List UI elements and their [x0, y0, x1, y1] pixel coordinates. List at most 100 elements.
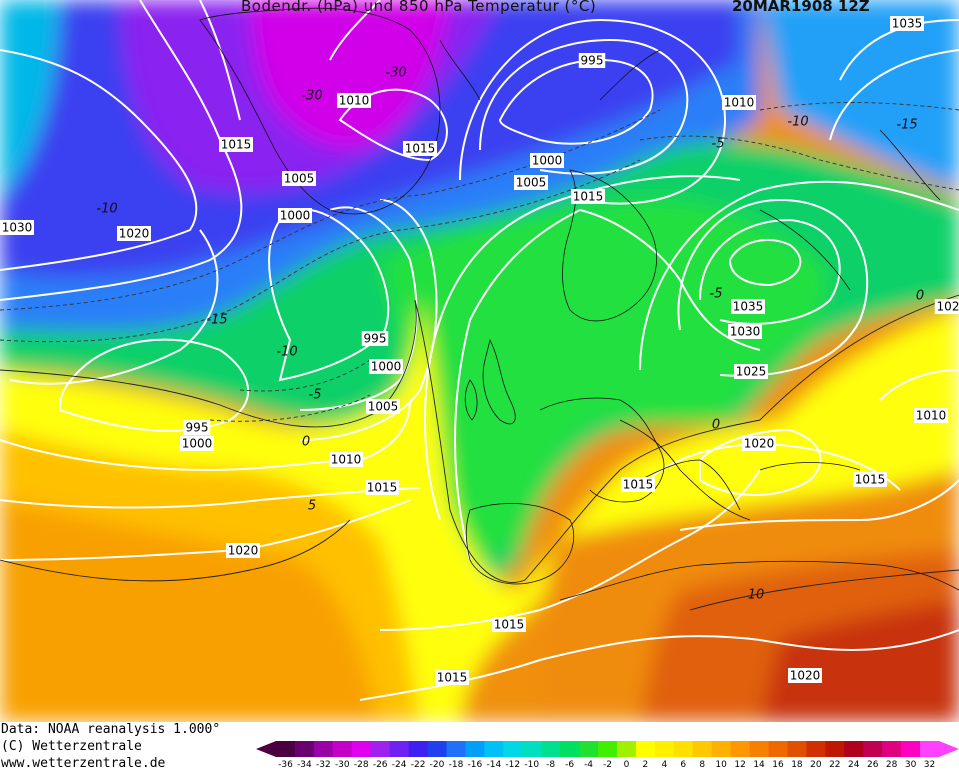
temperature-labels: -30 -30 -10 -15 -5 -10 -15 -10 -5 0 5 0 10 -5 0 — [96, 66, 924, 603]
isobar-label: 1000 — [180, 436, 214, 451]
colorbar-tick-label: -24 — [392, 760, 407, 770]
colorbar-tick-label: 10 — [715, 760, 727, 770]
colorbar-tick-label: 2 — [643, 760, 649, 770]
colorbar-tick-label: 16 — [772, 760, 784, 770]
svg-text:1020: 1020 — [119, 227, 150, 241]
svg-text:0: 0 — [916, 289, 924, 304]
svg-text:1015: 1015 — [573, 190, 604, 204]
svg-text:1005: 1005 — [516, 176, 547, 190]
colorbar-tick-label: 0 — [624, 760, 630, 770]
svg-text:995: 995 — [581, 54, 604, 68]
isotherm-label: -30 — [301, 89, 322, 104]
isobar-label: 1010 — [722, 95, 756, 110]
svg-text:1005: 1005 — [368, 400, 399, 414]
isotherm-label: -30 — [385, 66, 406, 81]
colorbar-cell — [749, 741, 770, 757]
svg-text:1000: 1000 — [532, 154, 563, 168]
colorbar-tick-label: 30 — [905, 760, 917, 770]
isobar-label: 1000 — [530, 153, 564, 168]
colorbar-cell — [598, 741, 618, 757]
colorbar-cell — [787, 741, 807, 757]
copyright-text: (C) Wetterzentrale — [1, 739, 142, 754]
isotherm-label: -5 — [710, 287, 723, 302]
colorbar-tick-label: -32 — [316, 760, 331, 770]
colorbar-tick-label: -8 — [546, 760, 555, 770]
colorbar-cell — [616, 741, 637, 757]
colorbar-cell — [408, 741, 429, 757]
isobar-label: 1005 — [282, 171, 316, 186]
colorbar-cell — [370, 741, 391, 757]
isotherm-label: 10 — [748, 588, 765, 603]
isobar-label: 1015 — [492, 617, 526, 632]
svg-text:102: 102 — [937, 300, 959, 314]
svg-text:1035: 1035 — [892, 17, 923, 31]
isobar-label: 1030 — [728, 324, 762, 339]
colorbar-tick-label: -28 — [354, 760, 369, 770]
isobar-label: 1015 — [853, 472, 887, 487]
colorbar-cell — [825, 741, 845, 757]
isobar-label: 1025 — [734, 364, 768, 379]
isobar-label: 995 — [578, 53, 606, 68]
svg-text:1020: 1020 — [744, 437, 775, 451]
zero-isotherm — [0, 294, 959, 611]
svg-text:1010: 1010 — [331, 453, 362, 467]
svg-text:-10: -10 — [276, 345, 297, 360]
isobar-label: 1015 — [403, 141, 437, 156]
colorbar-cell — [730, 741, 751, 757]
svg-text:1010: 1010 — [724, 96, 755, 110]
svg-text:5: 5 — [308, 499, 316, 514]
colorbar-tick-label: 22 — [829, 760, 840, 770]
svg-text:1015: 1015 — [855, 473, 886, 487]
svg-text:-10: -10 — [96, 202, 117, 217]
isobar-label: 995 — [361, 331, 389, 346]
colorbar-tick-label: 32 — [924, 760, 935, 770]
colorbar-cell — [427, 741, 447, 757]
isotherm-label: 0 — [302, 435, 310, 450]
svg-text:-5: -5 — [712, 137, 725, 152]
colorbar-cell — [673, 741, 694, 757]
svg-text:-5: -5 — [309, 388, 322, 403]
colorbar-tick-label: -20 — [430, 760, 445, 770]
colorbar-tick-label: 20 — [810, 760, 822, 770]
isobar-label: 1015 — [365, 480, 399, 495]
svg-text:1015: 1015 — [405, 142, 436, 156]
isotherm-label: -10 — [787, 115, 808, 130]
isotherm-label: -10 — [276, 345, 297, 360]
colorbar-cell — [503, 741, 523, 757]
isobar-label: 1010 — [329, 452, 363, 467]
colorbar-tick-label: -10 — [524, 760, 539, 770]
colorbar-cell — [863, 741, 883, 757]
svg-text:-15: -15 — [206, 313, 227, 328]
isotherm-label: -15 — [896, 118, 917, 133]
isobar-label: 1010 — [337, 93, 371, 108]
isotherm-label: 5 — [308, 499, 316, 514]
svg-text:1005: 1005 — [284, 172, 315, 186]
isobar-label: 1015 — [219, 137, 253, 152]
colorbar-cell — [560, 741, 580, 757]
colorbar-tick-label: -16 — [468, 760, 483, 770]
colorbar-tick-label: -34 — [297, 760, 312, 770]
colorbar-cell — [389, 741, 410, 757]
isobars — [0, 0, 959, 700]
colorbar-cell — [711, 741, 732, 757]
isotherm-label: -10 — [96, 202, 117, 217]
isobar-label: 1015 — [435, 670, 469, 685]
colorbar-cell — [332, 741, 353, 757]
colorbar-tick-label: -2 — [603, 760, 612, 770]
website-link[interactable]: www.wetterzentrale.de — [1, 756, 166, 771]
isobar-label: 1035 — [890, 16, 924, 31]
chart-date: 20MAR1908 12Z — [732, 0, 870, 15]
svg-text:1015: 1015 — [437, 671, 468, 685]
colorbar-tick-label: -18 — [449, 760, 464, 770]
colorbar-cell — [313, 741, 334, 757]
colorbar-tick-label: 12 — [734, 760, 745, 770]
colorbar-tick-label: -12 — [505, 760, 520, 770]
colorbar-tick-label: -22 — [411, 760, 426, 770]
svg-text:-5: -5 — [710, 287, 723, 302]
isobar-label: 1005 — [366, 399, 400, 414]
colorbar-cell — [446, 741, 466, 757]
svg-text:10: 10 — [748, 588, 765, 603]
colorbar-cell — [276, 741, 296, 757]
